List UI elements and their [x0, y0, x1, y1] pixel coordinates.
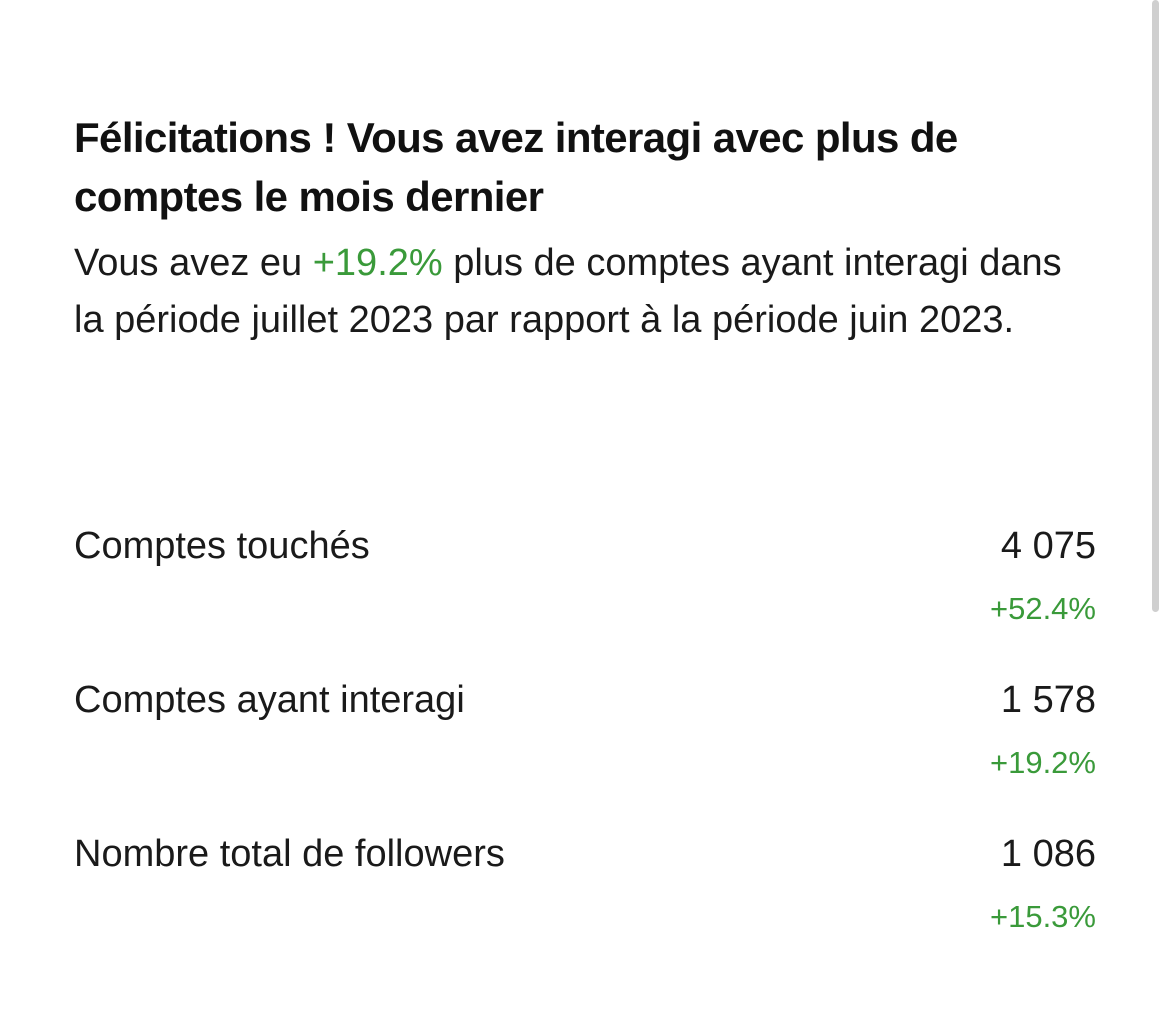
metric-value: 1 578: [1000, 679, 1096, 721]
metric-label: Comptes touchés: [74, 525, 370, 567]
scrollbar[interactable]: [1152, 0, 1159, 612]
metric-row-accounts-engaged[interactable]: Comptes ayant interagi 1 578 +19.2%: [74, 677, 1096, 831]
summary-text: Vous avez eu +19.2% plus de comptes ayan…: [74, 235, 1094, 349]
insights-card: Félicitations ! Vous avez interagi avec …: [74, 108, 1096, 934]
metric-change: +19.2%: [989, 745, 1096, 780]
metric-change: +15.3%: [989, 899, 1096, 934]
summary-prefix: Vous avez eu: [74, 242, 313, 284]
metric-label: Nombre total de followers: [74, 833, 505, 875]
metric-value: 4 075: [1000, 525, 1096, 567]
metrics-list: Comptes touchés 4 075 +52.4% Comptes aya…: [74, 523, 1096, 985]
headline: Félicitations ! Vous avez interagi avec …: [74, 114, 958, 220]
metric-row-total-followers[interactable]: Nombre total de followers 1 086 +15.3%: [74, 831, 1096, 985]
summary-highlight: +19.2%: [312, 242, 443, 284]
summary-suffix: plus de comptes ayant interagi dans la p…: [74, 242, 1062, 341]
metric-label: Comptes ayant interagi: [74, 679, 465, 721]
metric-row-accounts-reached[interactable]: Comptes touchés 4 075 +52.4%: [74, 523, 1096, 677]
metric-change: +52.4%: [989, 591, 1096, 626]
metric-value: 1 086: [1000, 833, 1096, 875]
